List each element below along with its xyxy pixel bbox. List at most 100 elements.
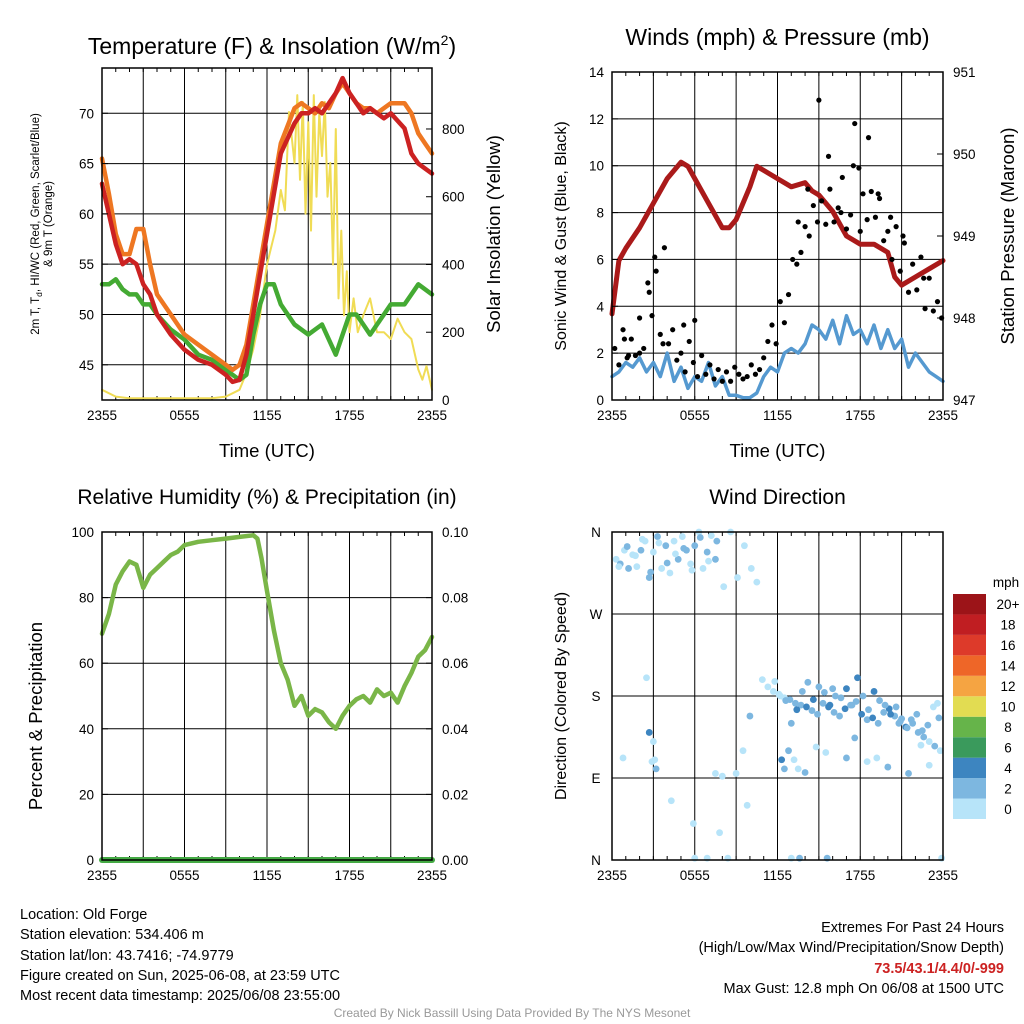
chart-title: Winds (mph) & Pressure (mb) [625, 24, 929, 50]
y-tick-label: 4 [596, 299, 604, 314]
gust-point [740, 376, 746, 382]
direction-point [869, 714, 877, 722]
gust-point [628, 336, 634, 342]
figure-created: Figure created on Sun, 2025-06-08, at 23… [20, 967, 340, 984]
y-tick-label: 0 [86, 853, 94, 868]
extremes-values: 73.5/43.1/4.4/0/-999 [874, 960, 1004, 977]
gust-point [856, 165, 862, 171]
y-tick-label: 0 [596, 393, 604, 408]
gust-point [636, 350, 643, 356]
colorbar-swatch [953, 778, 986, 799]
y2-tick-label: 949 [953, 229, 976, 244]
colorbar-swatch [953, 614, 986, 635]
gust-point [632, 352, 639, 359]
direction-point [798, 688, 806, 695]
x-tick-label: 2355 [597, 868, 627, 883]
gust-point [748, 362, 754, 368]
gust-point [802, 224, 808, 230]
direction-point [909, 719, 917, 727]
gust-point [825, 153, 832, 159]
gust-point [860, 191, 866, 197]
colorbar-swatch [953, 757, 986, 779]
direction-point [808, 707, 816, 714]
x-tick-label: 2355 [87, 868, 117, 883]
chart-title: Wind Direction [709, 486, 846, 509]
x-axis-label: Time (UTC) [219, 440, 315, 461]
gust-point [699, 352, 705, 359]
gust-point [930, 308, 936, 314]
series-line-3 [101, 94, 433, 400]
panel-2: 2355 0555 1155 1755 235502468101214947948949… [553, 24, 1018, 461]
gust-point [653, 268, 659, 274]
gust-point [805, 186, 811, 192]
direction-point [843, 754, 850, 762]
direction-point [884, 763, 892, 771]
direction-point [699, 565, 707, 572]
x-tick-label: 0555 [169, 868, 199, 883]
gust-point [839, 174, 845, 181]
y2-tick-label: 948 [953, 311, 976, 326]
gust-point [850, 163, 856, 169]
extremes-title: Extremes For Past 24 Hours [821, 920, 1004, 936]
colorbar-swatch [953, 594, 986, 615]
colorbar-swatch [953, 716, 986, 738]
gust-point [625, 352, 632, 359]
direction-point [780, 765, 788, 773]
direction-point [925, 761, 933, 769]
gust-point [900, 233, 906, 239]
gust-point [794, 261, 800, 267]
extremes-subtitle: (High/Low/Max Wind/Precipitation/Snow De… [698, 940, 1004, 957]
y-tick-label: 8 [596, 206, 604, 221]
direction-point [662, 542, 670, 550]
y-tick-label: 100 [71, 525, 94, 540]
x-tick-label: 1755 [845, 868, 875, 883]
gust-point [864, 217, 870, 223]
gust-point [885, 228, 891, 234]
direction-point [666, 569, 674, 577]
gust-point [744, 373, 750, 380]
direction-point [687, 560, 695, 568]
y-tick-label: 50 [79, 307, 94, 322]
gust-point [711, 376, 717, 382]
gust-point [682, 369, 688, 375]
y-tick-label: 65 [79, 157, 94, 172]
gust-point [910, 261, 916, 267]
direction-point [934, 699, 941, 707]
direction-point [672, 550, 679, 558]
gust-point [636, 315, 643, 321]
chart-title-end: ) [448, 33, 456, 59]
y-axis-label: Direction (Colored By Speed) [553, 592, 570, 800]
gust-point [773, 341, 779, 347]
colorbar-swatch [953, 737, 986, 758]
y-tick-label: 80 [79, 591, 94, 606]
x-tick-label: 2355 [928, 408, 958, 423]
direction-point [707, 532, 715, 540]
direction-point [778, 756, 786, 764]
gust-point [922, 306, 928, 312]
panel-3: 2355 0555 1155 1755 23550204060801000.000.02… [25, 486, 469, 883]
y-tick-label: 14 [589, 65, 605, 80]
gust-point [810, 202, 816, 209]
y-axis-label-line2: & 9m T (Orange) [43, 181, 55, 267]
colorbar-swatch [953, 634, 986, 656]
gust-point [707, 362, 713, 368]
direction-point [905, 770, 912, 777]
colorbar-label: 6 [1004, 740, 1012, 755]
direction-point [741, 542, 748, 550]
y2-tick-label: 0.04 [442, 722, 469, 737]
direction-point [931, 742, 939, 750]
y2-tick-label: 947 [953, 393, 976, 408]
gust-point [728, 378, 734, 384]
gust-point [889, 256, 895, 263]
gust-point [897, 268, 903, 274]
series-line-2 [99, 75, 435, 385]
y-tick-label: 20 [79, 787, 94, 802]
y-axis-label: 2m T, Td, HI/WC (Red, Green, Scarlet/Blu… [30, 113, 55, 335]
gust-point [681, 322, 687, 328]
y-label-part: , HI/WC (Red, Green, Scarlet/Blue) [30, 113, 42, 292]
gust-point [831, 219, 837, 225]
direction-point [814, 710, 821, 718]
direction-point [787, 719, 795, 727]
direction-point [935, 714, 943, 722]
